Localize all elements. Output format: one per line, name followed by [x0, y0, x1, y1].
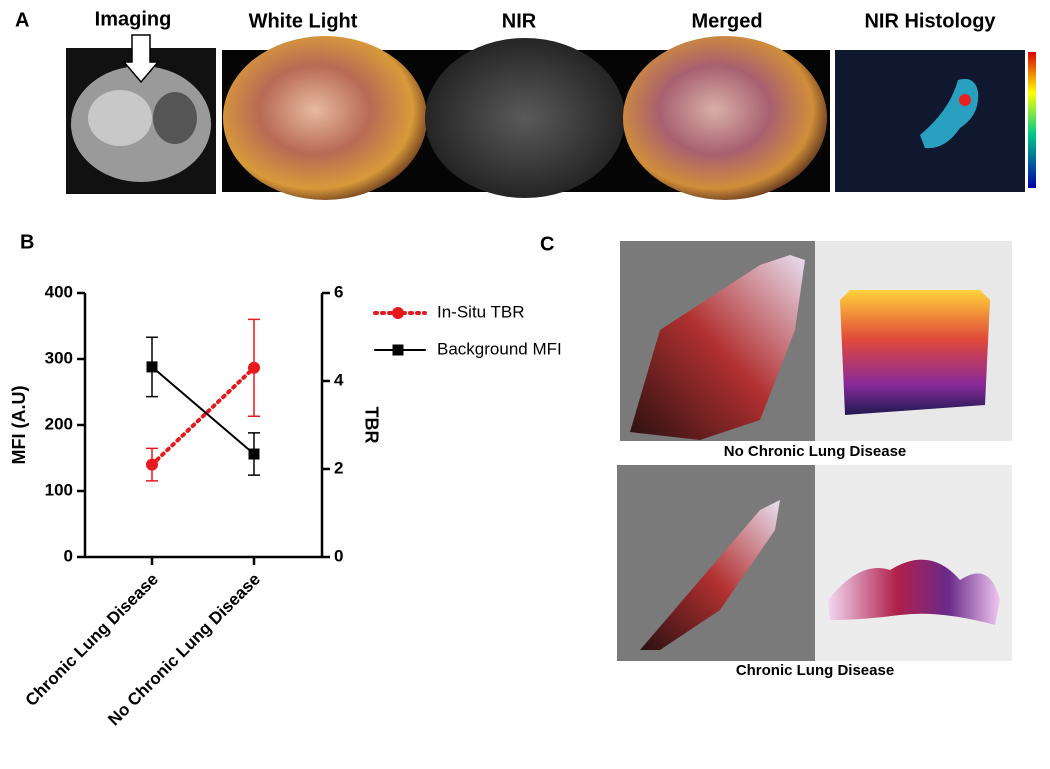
series-line [151, 365, 255, 456]
y-tick-label: 300 [45, 348, 73, 367]
image-title: Imaging [95, 8, 172, 30]
histology-image [835, 50, 1036, 192]
legend-label: In-Situ TBR [437, 302, 525, 321]
image-title: White Light [249, 10, 358, 32]
image-title: NIR [502, 10, 537, 32]
ct-image [66, 34, 216, 194]
data-point [146, 361, 158, 373]
endoscopy-strip [222, 36, 830, 200]
y-tick-label: 100 [45, 480, 73, 499]
image-caption: No Chronic Lung Disease [724, 443, 907, 460]
data-point [248, 361, 260, 374]
legend-label: Background MFI [437, 339, 562, 358]
y2-tick-label: 2 [334, 458, 343, 477]
y2-tick-label: 4 [334, 370, 344, 389]
legend-marker [392, 307, 404, 319]
y-tick-label: 200 [45, 414, 73, 433]
panel-label: A [15, 9, 29, 31]
y-axis-label: MFI (A.U) [9, 386, 29, 465]
y2-tick-label: 0 [334, 546, 343, 565]
series-line [150, 365, 256, 467]
image-title: Merged [691, 10, 762, 32]
panel-label: B [20, 231, 34, 253]
y2-axis-label: TBR [361, 407, 381, 444]
panel-label: C [540, 233, 554, 255]
scatter-3d-image [617, 241, 1012, 661]
image-caption: Chronic Lung Disease [736, 662, 894, 679]
data-point [146, 458, 158, 471]
y-tick-label: 400 [45, 282, 73, 301]
y-tick-label: 0 [64, 546, 73, 565]
y2-tick-label: 6 [334, 282, 343, 301]
data-point [248, 448, 260, 460]
image-title: NIR Histology [864, 10, 996, 32]
legend-marker [392, 344, 404, 356]
